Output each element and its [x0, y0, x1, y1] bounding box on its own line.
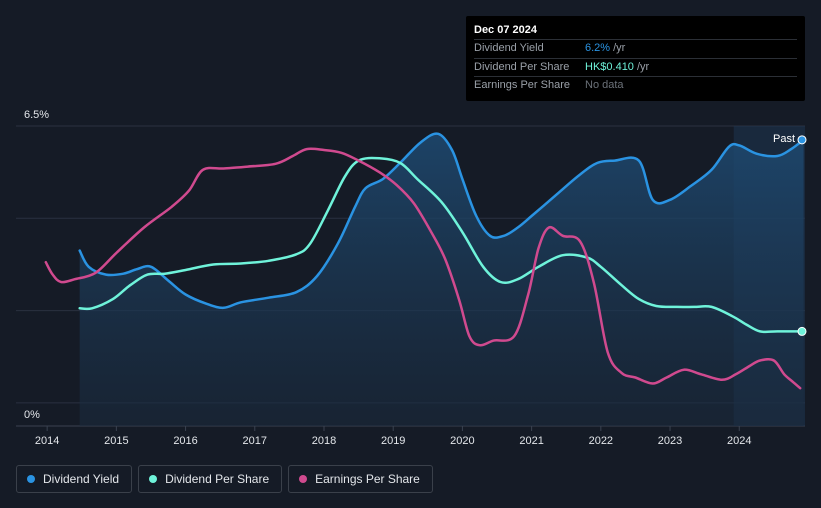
tooltip-unit: /yr: [636, 60, 650, 73]
legend-label: Dividend Yield: [43, 472, 120, 486]
tooltip-label: Dividend Per Share: [474, 60, 570, 73]
tooltip-value: No data: [585, 79, 624, 91]
legend-dot-icon: [27, 475, 35, 483]
tooltip-row-dividend-yield: Dividend Yield 6.2% /yr: [474, 40, 797, 59]
x-tick-label: 2022: [589, 435, 613, 447]
x-tick-label: 2015: [104, 435, 128, 447]
tooltip-row-earnings-per-share: Earnings Per Share No data: [474, 77, 797, 95]
tooltip-value: 6.2%: [585, 42, 611, 54]
x-tick-label: 2018: [312, 435, 336, 447]
x-tick-label: 2017: [243, 435, 267, 447]
x-tick-label: 2019: [381, 435, 405, 447]
dividend-per-share-line: [78, 156, 805, 334]
tooltip-label: Earnings Per Share: [474, 79, 570, 91]
tooltip-label: Dividend Yield: [474, 42, 544, 54]
legend-dot-icon: [149, 475, 158, 483]
dividend-per-share-end-marker: [797, 326, 807, 336]
legend-item-dividend-yield[interactable]: Dividend Yield: [16, 465, 133, 493]
x-tick-label: 2021: [519, 435, 543, 447]
y-axis-top-label: 6.5%: [24, 109, 49, 121]
tooltip-row-dividend-per-share: Dividend Per Share HK$0.410 /yr: [474, 59, 797, 77]
legend-dot-icon: [299, 475, 308, 483]
y-axis-bottom-label: 0%: [24, 409, 40, 421]
dividend-yield-area: [79, 133, 804, 426]
x-tick-label: 2014: [35, 435, 59, 447]
legend: Dividend Yield Dividend Per Share Earnin…: [16, 465, 433, 493]
legend-item-earnings-per-share[interactable]: Earnings Per Share: [288, 465, 433, 493]
x-tick-label: 2024: [727, 435, 751, 447]
tooltip-unit: /yr: [613, 42, 626, 54]
x-tick-label: 2016: [173, 435, 197, 447]
x-tick-label: 2023: [658, 435, 682, 447]
tooltip: Dec 07 2024 Dividend Yield 6.2% /yr Divi…: [466, 16, 805, 101]
dividend-yield-line: [78, 132, 805, 310]
legend-label: Earnings Per Share: [315, 472, 420, 486]
dividend-yield-end-marker: [797, 135, 807, 145]
tooltip-value: HK$0.410: [585, 60, 634, 73]
line-layer: [44, 132, 807, 390]
tooltip-date: Dec 07 2024: [474, 22, 797, 40]
legend-item-dividend-per-share[interactable]: Dividend Per Share: [138, 465, 283, 493]
past-label: Past: [773, 133, 795, 145]
x-axis-ticks: 2014 2015 2016 2017 2018 2019 2020 2021 2022 2023…: [35, 426, 751, 447]
earnings-per-share-line: [44, 147, 802, 390]
area-layer: [79, 133, 804, 426]
legend-label: Dividend Per Share: [165, 472, 270, 486]
x-tick-label: 2020: [450, 435, 474, 447]
